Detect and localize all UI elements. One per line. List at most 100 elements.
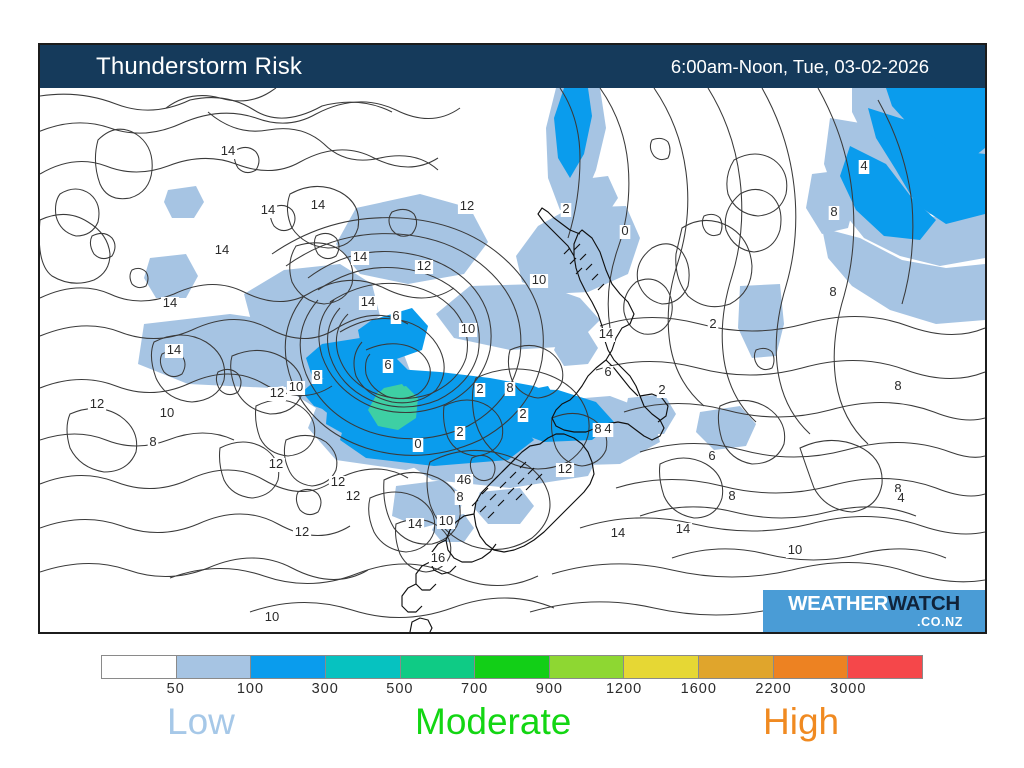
- risk-level-labels: Low Moderate High: [0, 703, 1024, 749]
- map-canvas[interactable]: 14 14 14 14 14 12 2 0 8 4 12 10 8 2 14 14 6 10 14 14 8 6 10 12 1…: [40, 88, 985, 632]
- contour-label-bg: [343, 490, 363, 504]
- risk-label-high: High: [763, 701, 840, 742]
- contour-label-12-5: 12: [460, 198, 474, 213]
- contour-label-14-14: 14: [163, 295, 177, 310]
- contour-label-8-42: 8: [894, 481, 901, 496]
- contour-label-bg: [292, 526, 312, 540]
- colorbar-band-1: [176, 656, 252, 678]
- contour-label-bg: [382, 359, 394, 373]
- contour-label-bg: [560, 203, 572, 217]
- contour-label-4-36: 4: [604, 421, 611, 436]
- colorbar-tick-1600: 1600: [680, 681, 717, 697]
- contour-label-8-35: 8: [594, 421, 601, 436]
- colorbar-tick-2200: 2200: [755, 681, 792, 697]
- contour-label-bg: [212, 244, 232, 258]
- contour-label-bg: [328, 476, 348, 490]
- contour-lines: [40, 88, 985, 621]
- contour-label-bg: [308, 199, 328, 213]
- contour-label-14-4: 14: [353, 249, 367, 264]
- contour-label-bg: [517, 408, 529, 422]
- logo-watch-text: WATCH: [887, 591, 960, 615]
- colorbar-band-8: [699, 656, 774, 678]
- contour-label-10-11: 10: [532, 272, 546, 287]
- contour-label-bg: [602, 366, 614, 380]
- contour-label-4-43: 4: [897, 490, 904, 505]
- contour-label-2-26: 2: [476, 381, 483, 396]
- contour-label-2-32: 2: [519, 406, 526, 421]
- colorbar-tick-50: 50: [166, 681, 185, 697]
- contour-label-bg: [414, 260, 434, 274]
- contour-label-bg: [602, 423, 614, 437]
- contour-label-bg: [529, 274, 549, 288]
- weatherwatch-logo[interactable]: WEATHERWATCH .CO.NZ: [763, 590, 985, 632]
- colorbar-tick-1200: 1200: [605, 681, 643, 697]
- contour-label-12-38: 12: [331, 474, 345, 489]
- contour-label-10-54: 10: [265, 609, 279, 624]
- contour-label-12-40: 12: [558, 461, 572, 476]
- contour-label-bg: [619, 225, 631, 239]
- colorbar-band-0: [102, 656, 177, 678]
- colorbar-tick-100: 100: [236, 681, 265, 697]
- colorbar-tick-labels: 50 100 300 500 700 900 1200 1600 2200 3000: [101, 681, 923, 701]
- valid-time-label: 6:00am-Noon, Tue, 03-02-2026: [670, 55, 929, 77]
- contour-label-bg: [726, 490, 738, 504]
- contour-label-bg: [596, 328, 616, 342]
- contour-label-6-16: 6: [392, 308, 399, 323]
- contour-label-10-22: 10: [289, 379, 303, 394]
- contour-label-10-17: 10: [461, 321, 475, 336]
- contour-label-bg: [892, 380, 904, 394]
- contour-label-14-46: 14: [408, 516, 422, 531]
- contour-label-bg: [147, 436, 159, 450]
- contour-label-12-23: 12: [270, 385, 284, 400]
- contour-label-bg: [656, 384, 668, 398]
- contour-label-14-51: 14: [676, 521, 690, 536]
- map-panel: Thunderstorm Risk 6:00am-Noon, Tue, 03-0…: [38, 43, 987, 634]
- colorbar-band-10: [848, 656, 923, 678]
- contour-label-6-25: 6: [604, 364, 611, 379]
- contour-label-8-20: 8: [313, 368, 320, 383]
- contour-label-bg: [858, 160, 870, 174]
- coastline: [401, 207, 669, 632]
- precip-shading-blue: [302, 88, 985, 466]
- map-header-bar: Thunderstorm Risk 6:00am-Noon, Tue, 03-0…: [40, 45, 985, 88]
- logo-weather-text: WEATHER: [788, 591, 888, 615]
- contour-label-14-15: 14: [361, 294, 375, 309]
- colorbar-band-6: [549, 656, 625, 678]
- contour-label-8-31: 8: [149, 434, 156, 449]
- contour-label-bg: [428, 552, 448, 566]
- colorbar-band-7: [624, 656, 700, 678]
- contour-label-4-9: 4: [860, 158, 867, 173]
- contour-label-bg: [350, 251, 370, 265]
- contour-label-8-27: 8: [506, 380, 513, 395]
- contour-label-bg: [608, 527, 628, 541]
- contour-label-6-21: 6: [384, 357, 391, 372]
- contour-label-bg: [454, 426, 466, 440]
- contour-label-bg: [827, 286, 839, 300]
- contour-label-2-13: 2: [709, 316, 716, 331]
- contour-label-bg: [266, 458, 286, 472]
- contour-label-bg: [286, 381, 306, 395]
- contour-label-bg: [673, 523, 693, 537]
- colorbar-tick-700: 700: [461, 681, 489, 697]
- colorbar-band-5: [475, 656, 550, 678]
- contour-label-14-18: 14: [599, 326, 613, 341]
- contour-label-46-44: 46: [457, 472, 471, 487]
- contour-label-2-28: 2: [658, 382, 665, 397]
- contour-label-bg: [405, 518, 425, 532]
- contour-label-12-53: 12: [295, 524, 309, 539]
- contour-label-bg: [267, 387, 287, 401]
- contour-label-bg: [454, 491, 466, 505]
- contour-label-bg: [592, 423, 604, 437]
- contour-label-bg: [707, 318, 719, 332]
- precip-shading-teal: [368, 384, 418, 430]
- contour-label-bg: [358, 296, 378, 310]
- contour-label-bg: [436, 515, 456, 529]
- contour-label-bg: [458, 323, 478, 337]
- contour-label-14-19: 14: [167, 342, 181, 357]
- colorbar-tick-300: 300: [311, 681, 339, 697]
- contour-label-14-2: 14: [311, 197, 325, 212]
- contour-label-bg: [828, 206, 840, 220]
